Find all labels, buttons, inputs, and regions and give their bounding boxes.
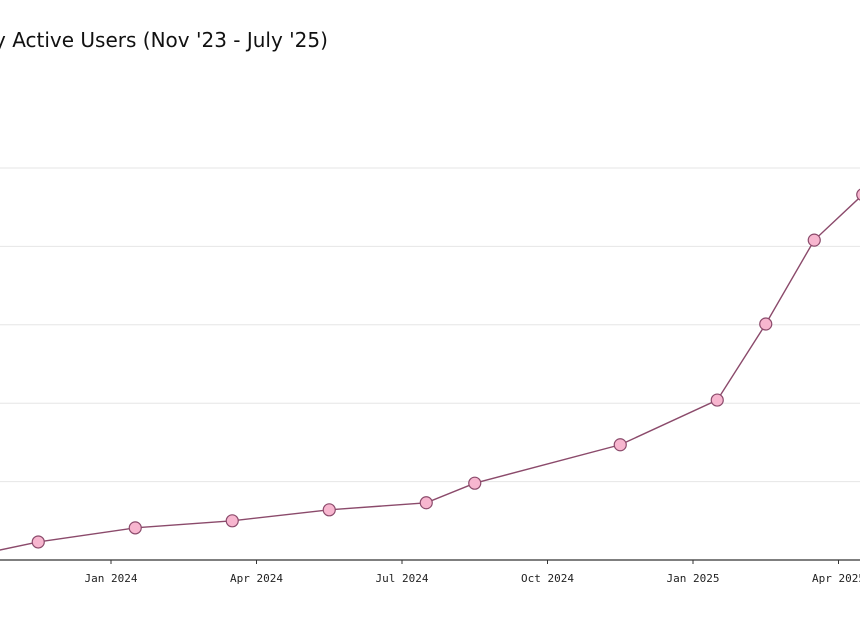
x-tick-label: Apr 2025 <box>812 572 860 585</box>
point <box>419 496 433 510</box>
point <box>322 503 336 517</box>
x-tick-label: Jan 2024 <box>85 572 138 585</box>
point <box>613 438 627 452</box>
point <box>807 233 821 247</box>
x-tick-label: Jan 2025 <box>667 572 720 585</box>
x-tick-label: Oct 2024 <box>521 572 574 585</box>
point <box>759 317 773 331</box>
point <box>225 514 239 528</box>
line-series <box>0 196 860 551</box>
x-tick-label: Apr 2024 <box>230 572 283 585</box>
point <box>128 521 142 535</box>
point <box>710 393 724 407</box>
chart-title: y Active Users (Nov '23 - July '25) <box>0 28 328 52</box>
point <box>31 535 45 549</box>
x-tick-label: Jul 2024 <box>376 572 429 585</box>
point <box>468 476 482 490</box>
point <box>856 188 860 201</box>
